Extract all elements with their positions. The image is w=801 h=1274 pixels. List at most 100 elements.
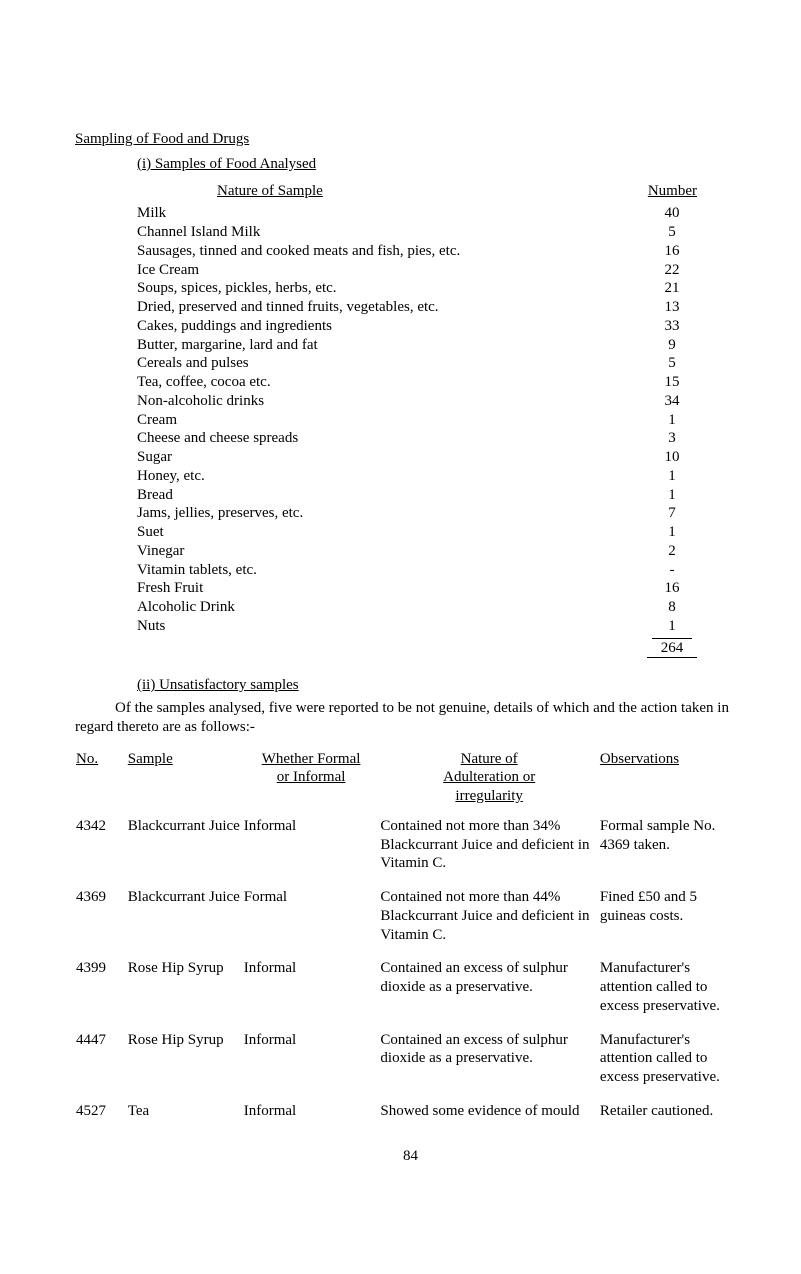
main-heading: Sampling of Food and Drugs [75, 130, 746, 149]
sample-number: 33 [647, 317, 697, 336]
sample-row: Fresh Fruit16 [137, 579, 697, 598]
sample-row: Alcoholic Drink8 [137, 598, 697, 617]
samples-table-header: Nature of Sample Number [137, 182, 697, 201]
sample-name: Non-alcoholic drinks [137, 392, 647, 411]
sample-row: Honey, etc.1 [137, 467, 697, 486]
sample-name: Nuts [137, 617, 647, 636]
sample-name: Sugar [137, 448, 647, 467]
header-no: No. [76, 751, 98, 767]
samples-table: Nature of Sample Number Milk40Channel Is… [137, 182, 697, 659]
sample-name: Suet [137, 523, 647, 542]
details-row: 4527TeaInformalShowed some evidence of m… [75, 1101, 746, 1135]
sample-number: 21 [647, 279, 697, 298]
sample-name: Channel Island Milk [137, 223, 647, 242]
sample-row: Cheese and cheese spreads3 [137, 429, 697, 448]
header-nature-l2: Adulteration or [443, 769, 535, 785]
detail-formal: Formal [243, 887, 380, 958]
total-value: 264 [647, 639, 697, 659]
sample-row: Suet1 [137, 523, 697, 542]
sample-name: Dried, preserved and tinned fruits, vege… [137, 298, 647, 317]
header-formal-l2: or Informal [277, 769, 346, 785]
detail-nature: Showed some evidence of mould [379, 1101, 599, 1135]
header-nature-l3: irregularity [455, 788, 522, 804]
sample-row: Bread1 [137, 486, 697, 505]
sample-name: Sausages, tinned and cooked meats and fi… [137, 242, 647, 261]
detail-sample: Rose Hip Syrup [127, 958, 243, 1029]
sample-number: 16 [647, 242, 697, 261]
sample-name: Vitamin tablets, etc. [137, 561, 647, 580]
section-ii-heading: (ii) Unsatisfactory samples [137, 676, 746, 695]
detail-no: 4399 [75, 958, 127, 1029]
sample-name: Jams, jellies, preserves, etc. [137, 504, 647, 523]
sample-number: 2 [647, 542, 697, 561]
detail-formal: Informal [243, 958, 380, 1029]
nature-header: Nature of Sample [217, 182, 323, 201]
detail-formal: Informal [243, 1030, 380, 1101]
sample-name: Cakes, puddings and ingredients [137, 317, 647, 336]
sample-number: 1 [647, 523, 697, 542]
sample-name: Tea, coffee, cocoa etc. [137, 373, 647, 392]
sample-name: Cereals and pulses [137, 354, 647, 373]
sample-row: Non-alcoholic drinks34 [137, 392, 697, 411]
sample-name: Butter, margarine, lard and fat [137, 336, 647, 355]
sample-row: Cereals and pulses5 [137, 354, 697, 373]
sample-number: 15 [647, 373, 697, 392]
details-table: No. Sample Whether Formal or Informal Na… [75, 749, 746, 1135]
header-sample: Sample [128, 751, 173, 767]
sample-number: 16 [647, 579, 697, 598]
sample-row: Milk40 [137, 204, 697, 223]
detail-no: 4527 [75, 1101, 127, 1135]
detail-sample: Tea [127, 1101, 243, 1135]
sample-row: Nuts1 [137, 617, 697, 636]
detail-obs: Retailer cautioned. [599, 1101, 746, 1135]
sample-row: Butter, margarine, lard and fat9 [137, 336, 697, 355]
intro-paragraph: Of the samples analysed, five were repor… [75, 699, 746, 737]
sample-number: 1 [647, 467, 697, 486]
header-formal-l1: Whether Formal [262, 751, 361, 767]
sample-number: 34 [647, 392, 697, 411]
sample-name: Ice Cream [137, 261, 647, 280]
sample-row: Sausages, tinned and cooked meats and fi… [137, 242, 697, 261]
detail-sample: Rose Hip Syrup [127, 1030, 243, 1101]
detail-formal: Informal [243, 1101, 380, 1135]
sample-number: 8 [647, 598, 697, 617]
sample-row: Vitamin tablets, etc.- [137, 561, 697, 580]
detail-no: 4447 [75, 1030, 127, 1101]
section-i-heading: (i) Samples of Food Analysed [137, 155, 746, 174]
sample-number: 3 [647, 429, 697, 448]
sample-row: Ice Cream22 [137, 261, 697, 280]
sample-row: Jams, jellies, preserves, etc.7 [137, 504, 697, 523]
sample-number: 1 [647, 617, 697, 636]
header-obs: Observations [600, 751, 679, 767]
sample-number: 5 [647, 354, 697, 373]
sample-row: Tea, coffee, cocoa etc.15 [137, 373, 697, 392]
detail-obs: Manufacturer's attention called to exces… [599, 958, 746, 1029]
detail-no: 4342 [75, 816, 127, 887]
sample-name: Vinegar [137, 542, 647, 561]
sample-name: Soups, spices, pickles, herbs, etc. [137, 279, 647, 298]
page-number: 84 [75, 1147, 746, 1166]
detail-nature: Contained not more than 44% Blackcurrant… [379, 887, 599, 958]
sample-name: Honey, etc. [137, 467, 647, 486]
sample-number: 5 [647, 223, 697, 242]
sample-name: Cream [137, 411, 647, 430]
sample-name: Fresh Fruit [137, 579, 647, 598]
sample-number: - [647, 561, 697, 580]
intro-text: Of the samples analysed, five were repor… [75, 700, 729, 735]
detail-no: 4369 [75, 887, 127, 958]
number-header: Number [648, 182, 697, 201]
detail-sample: Blackcurrant Juice [127, 816, 243, 887]
detail-nature: Contained an excess of sulphur dioxide a… [379, 1030, 599, 1101]
detail-nature: Contained an excess of sulphur dioxide a… [379, 958, 599, 1029]
document-page: Sampling of Food and Drugs (i) Samples o… [0, 0, 801, 1274]
details-header-row: No. Sample Whether Formal or Informal Na… [75, 749, 746, 816]
sample-number: 1 [647, 411, 697, 430]
sample-number: 22 [647, 261, 697, 280]
detail-formal: Informal [243, 816, 380, 887]
details-row: 4399Rose Hip SyrupInformalContained an e… [75, 958, 746, 1029]
sample-name: Bread [137, 486, 647, 505]
details-row: 4342Blackcurrant JuiceInformalContained … [75, 816, 746, 887]
total-row: 264 [137, 639, 697, 659]
details-row: 4447Rose Hip SyrupInformalContained an e… [75, 1030, 746, 1101]
sample-number: 10 [647, 448, 697, 467]
